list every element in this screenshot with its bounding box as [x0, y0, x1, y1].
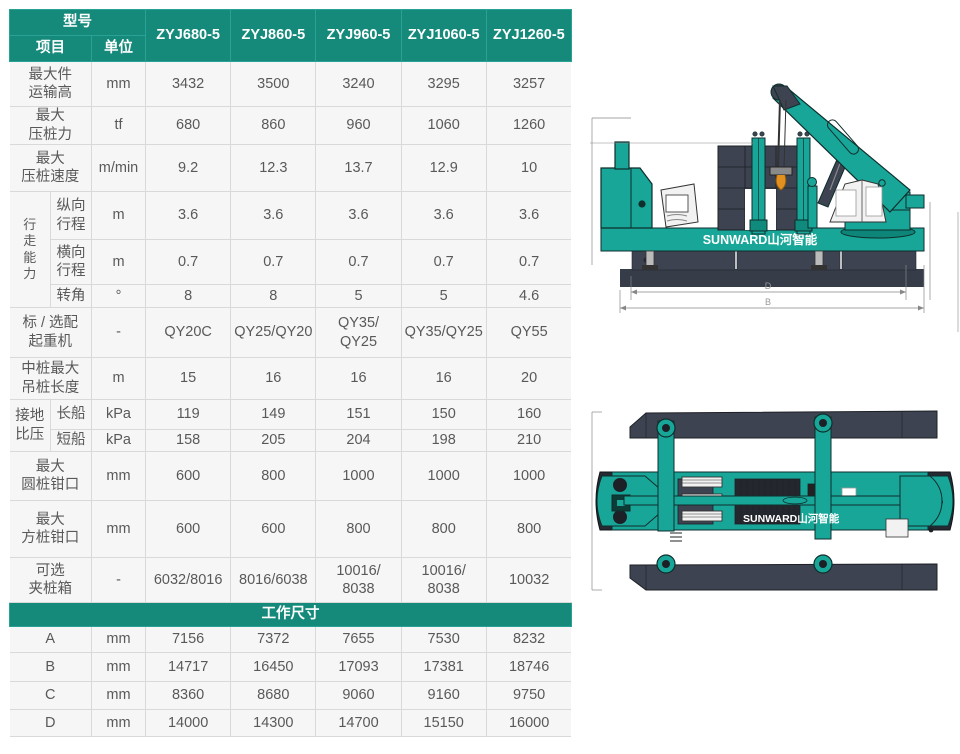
- svg-text:SUNWARD山河智能: SUNWARD山河智能: [743, 512, 840, 525]
- svg-text:B: B: [765, 297, 771, 307]
- svg-text:D: D: [765, 281, 772, 291]
